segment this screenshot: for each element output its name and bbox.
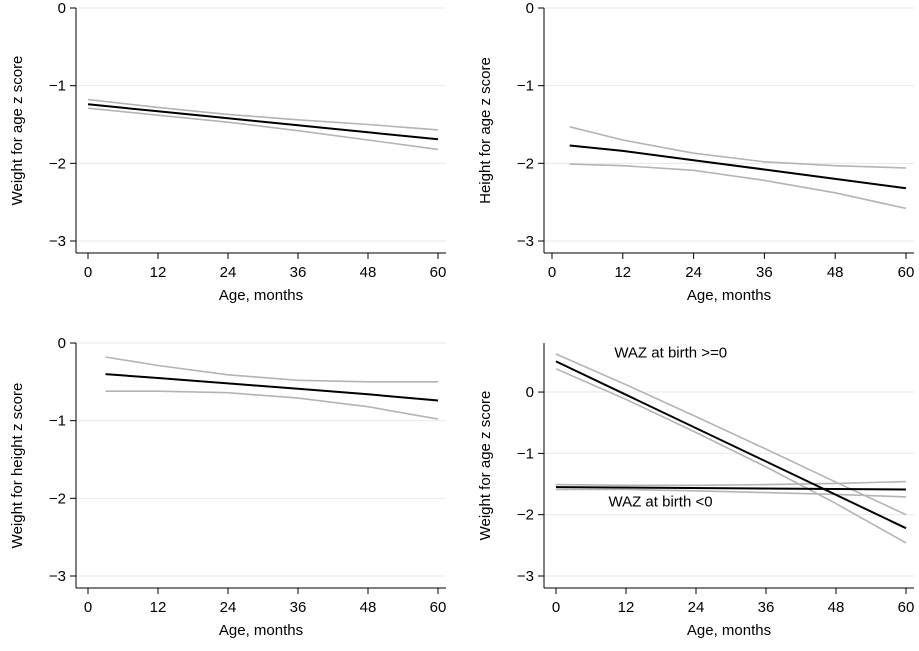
y-tick-label-1: −2 <box>49 490 66 507</box>
x-tick-label-2: 24 <box>688 599 705 616</box>
panel-2: −3 −2 −1 0 0 12 24 36 48 60 Age, months Height for … <box>477 0 914 304</box>
y-tick-label-0: −3 <box>517 568 534 585</box>
annotation-0: WAZ at birth >=0 <box>614 344 727 361</box>
y-axis-label: Weight for height z score <box>9 383 26 549</box>
x-tick-label-3: 36 <box>756 264 773 281</box>
x-tick-label-2: 24 <box>220 599 237 616</box>
series-line-ci-lower-2 <box>555 368 907 544</box>
y-tick-label-0: −3 <box>49 233 66 250</box>
x-tick-label-2: 24 <box>685 264 702 281</box>
y-tick-label-2: −1 <box>49 413 66 430</box>
x-tick-label-4: 48 <box>360 264 377 281</box>
x-tick-label-5: 60 <box>430 264 447 281</box>
series-line-ci-lower-2 <box>569 163 907 210</box>
annotation-1: WAZ at birth <0 <box>609 493 713 510</box>
y-axis-label: Weight for age z score <box>9 56 26 206</box>
x-axis-label: Age, months <box>219 287 303 304</box>
x-tick-label-2: 24 <box>220 264 237 281</box>
y-tick-label-1: −2 <box>49 155 66 172</box>
y-tick-label-3: 0 <box>526 0 534 17</box>
x-tick-label-5: 60 <box>430 599 447 616</box>
series-line-estimate-0 <box>555 360 907 530</box>
y-tick-label-3: 0 <box>58 335 66 352</box>
x-tick-label-1: 12 <box>150 599 167 616</box>
panel-3: −3 −2 −1 0 0 12 24 36 48 60 Age, months Weight for … <box>9 335 446 639</box>
y-tick-label-0: −3 <box>517 233 534 250</box>
y-tick-label-1: −2 <box>517 507 534 524</box>
series-line-ci-upper-1 <box>555 353 907 516</box>
y-tick-label-1: −2 <box>517 155 534 172</box>
x-tick-label-1: 12 <box>618 599 635 616</box>
y-axis-label: Weight for age z score <box>477 391 494 541</box>
x-tick-label-4: 48 <box>360 599 377 616</box>
series-line-estimate-0 <box>569 144 907 190</box>
y-tick-label-3: 0 <box>58 0 66 17</box>
series-line-estimate-0 <box>105 373 439 402</box>
x-tick-label-5: 60 <box>898 599 915 616</box>
x-tick-label-3: 36 <box>758 599 775 616</box>
series-line-ci-upper-1 <box>87 98 439 131</box>
x-tick-label-5: 60 <box>898 264 915 281</box>
x-tick-label-0: 0 <box>84 599 92 616</box>
series-line-ci-upper-1 <box>105 356 438 383</box>
x-tick-label-3: 36 <box>290 599 307 616</box>
x-tick-label-1: 12 <box>150 264 167 281</box>
x-axis-label: Age, months <box>687 287 771 304</box>
y-tick-label-2: −1 <box>517 78 534 95</box>
series-line-estimate-3 <box>555 486 907 491</box>
x-tick-label-1: 12 <box>614 264 631 281</box>
y-axis-label: Height for age z score <box>477 57 494 204</box>
x-axis-label: Age, months <box>219 622 303 639</box>
x-axis-label: Age, months <box>687 622 771 639</box>
y-tick-label-2: −1 <box>517 445 534 462</box>
y-tick-label-3: 0 <box>526 384 534 401</box>
x-tick-label-0: 0 <box>84 264 92 281</box>
panel-1: −3 −2 −1 0 0 12 24 36 48 60 Age, months Weight for … <box>9 0 446 304</box>
x-tick-label-3: 36 <box>290 264 307 281</box>
x-tick-label-0: 0 <box>548 264 556 281</box>
y-tick-label-0: −3 <box>49 568 66 585</box>
x-tick-label-4: 48 <box>827 264 844 281</box>
series-line-ci-lower-5 <box>556 488 907 498</box>
series-line-ci-lower-2 <box>105 390 439 420</box>
series-line-ci-upper-1 <box>569 126 907 169</box>
panel-4: −3 −2 −1 0 0 12 24 36 48 60 Age, months Weight for … <box>477 343 914 639</box>
series-line-estimate-0 <box>87 103 439 141</box>
series-line-ci-lower-2 <box>87 107 439 151</box>
x-tick-label-0: 0 <box>552 599 560 616</box>
y-tick-label-2: −1 <box>49 78 66 95</box>
series-line-ci-upper-4 <box>555 480 907 487</box>
x-tick-label-4: 48 <box>828 599 845 616</box>
